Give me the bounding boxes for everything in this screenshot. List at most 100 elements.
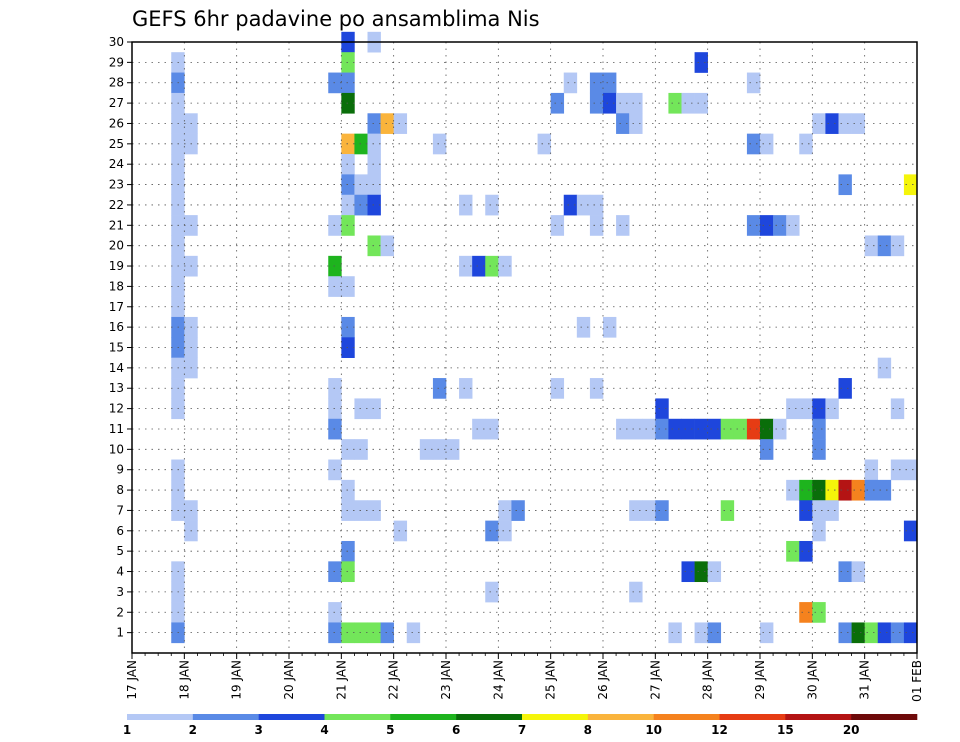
heatmap-cell	[812, 520, 826, 542]
x-tick-label: 30 JAN	[805, 660, 819, 700]
x-tick-label: 28 JAN	[701, 660, 715, 700]
y-tick-label: 27	[109, 96, 124, 110]
heatmap-cell	[341, 622, 355, 644]
x-tick-label: 18 JAN	[177, 660, 191, 700]
heatmap-cell	[589, 72, 604, 94]
colorbar-swatch	[653, 714, 720, 720]
x-tick-label: 20 JAN	[282, 660, 296, 700]
colorbar-label: 4	[320, 723, 328, 737]
heatmap-cell	[851, 561, 865, 583]
heatmap-cell	[877, 479, 892, 501]
heatmap-cell	[380, 622, 394, 644]
heatmap-cell	[838, 479, 852, 501]
heatmap-cell	[380, 113, 394, 134]
heatmap-cell	[589, 194, 604, 216]
colorbar-label: 20	[843, 723, 860, 737]
y-tick-label: 9	[116, 463, 124, 477]
x-tick-label: 23 JAN	[439, 660, 453, 700]
heatmap-cell	[799, 500, 813, 521]
heatmap-cell	[589, 378, 604, 399]
heatmap-cell	[760, 439, 774, 460]
heatmap-cell	[799, 479, 813, 501]
y-tick-label: 2	[116, 605, 124, 619]
y-tick-label: 24	[109, 157, 124, 171]
heatmap-cell	[616, 418, 630, 440]
colorbar-swatch	[390, 714, 457, 720]
heatmap-cell	[472, 255, 486, 277]
heatmap-cell	[472, 418, 486, 440]
heatmap-cell	[432, 133, 447, 155]
colorbar-label: 1	[123, 723, 131, 737]
heatmap-cell	[432, 378, 447, 399]
heatmap-cell	[341, 561, 355, 583]
colorbar-label: 5	[386, 723, 394, 737]
y-tick-label: 26	[109, 116, 124, 130]
heatmap-cell	[890, 622, 905, 644]
heatmap-cell	[681, 92, 695, 114]
x-tick-label: 25 JAN	[544, 660, 558, 700]
colorbar-swatch	[719, 714, 786, 720]
heatmap-cell	[498, 255, 512, 277]
heatmap-cell	[419, 439, 434, 460]
y-tick-label: 3	[116, 585, 124, 599]
y-axis: 1234567891011121314151617181920212223242…	[109, 35, 132, 640]
colorbar-label: 6	[452, 723, 460, 737]
heatmap-cell	[877, 357, 892, 379]
y-tick-label: 21	[109, 218, 124, 232]
heatmap-cell	[341, 215, 355, 236]
heatmap-cell	[354, 174, 368, 196]
y-tick-label: 23	[109, 178, 124, 192]
heatmap-cell	[629, 113, 643, 134]
y-tick-label: 22	[109, 198, 124, 212]
heatmap-cell	[485, 520, 499, 542]
heatmap-cell	[459, 255, 473, 277]
heatmap-cell	[760, 418, 774, 440]
heatmap-cell	[786, 215, 800, 236]
y-tick-label: 13	[109, 381, 124, 395]
heatmap-cell	[341, 174, 355, 196]
y-tick-label: 28	[109, 76, 124, 90]
heatmap-cell	[799, 133, 813, 155]
heatmap-cell	[341, 540, 355, 562]
heatmap-cell	[733, 418, 748, 440]
heatmap-cell	[459, 194, 473, 216]
heatmap-cell	[773, 215, 787, 236]
y-tick-label: 11	[109, 422, 124, 436]
heatmap-cell	[812, 113, 826, 134]
x-tick-label: 24 JAN	[491, 660, 505, 700]
heatmap-cell	[864, 459, 879, 481]
heatmap-cell	[589, 215, 604, 236]
heatmap-cell	[694, 418, 708, 440]
x-tick-label: 26 JAN	[596, 660, 610, 700]
heatmap-cell	[668, 622, 682, 644]
heatmap-cell	[354, 439, 368, 460]
y-tick-label: 20	[109, 239, 124, 253]
heatmap-cell	[341, 72, 355, 94]
heatmap-cell	[773, 418, 787, 440]
heatmap-cell	[786, 540, 800, 562]
x-tick-label: 21 JAN	[334, 660, 348, 700]
heatmap-cell	[354, 622, 368, 644]
heatmap-cell	[406, 622, 421, 644]
x-tick-label: 22 JAN	[387, 660, 401, 700]
heatmap-cell	[890, 459, 905, 481]
heatmap-cell	[603, 92, 617, 114]
heatmap-cell	[354, 398, 368, 420]
heatmap-cell	[642, 418, 656, 440]
heatmap-cell	[746, 418, 761, 440]
heatmap-cell	[694, 561, 708, 583]
heatmap-cell	[799, 540, 813, 562]
heatmap-cell	[812, 398, 826, 420]
heatmap-cell	[903, 459, 918, 481]
heatmap-cell	[903, 622, 918, 644]
heatmap-cell	[799, 398, 813, 420]
heatmap-cell	[825, 113, 839, 134]
heatmap-cell	[890, 398, 905, 420]
heatmap-cell	[786, 479, 800, 501]
heatmap-cell	[341, 500, 355, 521]
heatmap-cell	[694, 92, 708, 114]
heatmap-cell	[367, 154, 381, 175]
colorbar-swatch	[522, 714, 589, 720]
heatmap-cell	[367, 113, 381, 134]
